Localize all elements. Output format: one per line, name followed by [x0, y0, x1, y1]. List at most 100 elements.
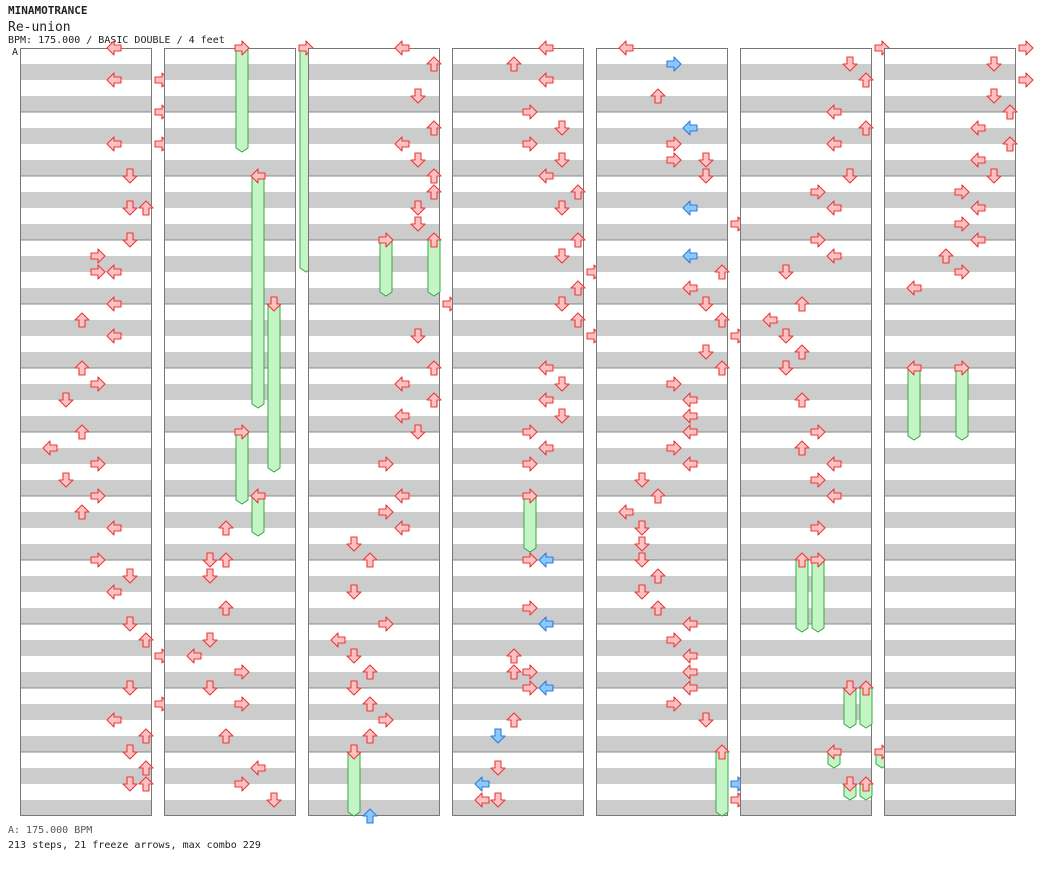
step-arrow: [426, 184, 442, 200]
step-arrow: [106, 296, 122, 312]
step-arrow: [538, 360, 554, 376]
step-arrow: [234, 696, 250, 712]
beat-stripe: [884, 736, 1016, 752]
step-arrow: [202, 632, 218, 648]
beat-stripe: [596, 160, 728, 176]
beat-stripe: [308, 160, 440, 176]
step-arrow: [410, 152, 426, 168]
step-arrow: [346, 536, 362, 552]
beat-stripe: [164, 448, 296, 464]
step-arrow: [106, 40, 122, 56]
beat-stripe: [20, 640, 152, 656]
step-arrow: [714, 312, 730, 328]
step-arrow: [138, 632, 154, 648]
step-arrow: [858, 776, 874, 792]
step-arrow: [106, 72, 122, 88]
beat-stripe: [884, 800, 1016, 816]
step-arrow: [426, 392, 442, 408]
freeze-body: [251, 175, 265, 409]
step-arrow: [810, 232, 826, 248]
beat-stripe: [452, 640, 584, 656]
step-arrow: [122, 680, 138, 696]
step-arrow: [570, 280, 586, 296]
step-arrow: [410, 200, 426, 216]
step-arrow: [650, 88, 666, 104]
beat-stripe: [740, 480, 872, 496]
step-arrow: [362, 664, 378, 680]
beat-stripe: [740, 544, 872, 560]
beat-stripe: [164, 256, 296, 272]
step-arrow: [698, 152, 714, 168]
step-arrow: [122, 568, 138, 584]
beat-stripe: [884, 480, 1016, 496]
beat-stripe: [20, 544, 152, 560]
beat-stripe: [884, 96, 1016, 112]
beat-stripe: [596, 384, 728, 400]
step-arrow: [234, 776, 250, 792]
beat-stripe: [452, 384, 584, 400]
step-arrow: [234, 664, 250, 680]
beat-stripe: [20, 800, 152, 816]
step-arrow: [426, 360, 442, 376]
step-arrow: [106, 264, 122, 280]
chart-info: BPM: 175.000 / BASIC DOUBLE / 4 feet: [8, 35, 225, 46]
beat-stripe: [740, 128, 872, 144]
step-arrow: [842, 680, 858, 696]
beat-stripe: [308, 256, 440, 272]
beat-stripe: [596, 640, 728, 656]
beat-stripe: [596, 96, 728, 112]
beat-stripe: [596, 480, 728, 496]
beat-stripe: [20, 608, 152, 624]
column-border: [164, 48, 296, 816]
step-arrow: [1002, 104, 1018, 120]
step-arrow: [106, 520, 122, 536]
beat-stripe: [884, 544, 1016, 560]
step-arrow: [826, 456, 842, 472]
step-arrow: [74, 424, 90, 440]
beat-stripe: [884, 192, 1016, 208]
beat-stripe: [164, 96, 296, 112]
step-arrow: [202, 568, 218, 584]
step-arrow: [538, 40, 554, 56]
step-arrow: [506, 712, 522, 728]
step-arrow: [794, 552, 810, 568]
beat-stripe: [884, 256, 1016, 272]
step-arrow: [842, 168, 858, 184]
beat-stripe: [20, 64, 152, 80]
step-arrow: [810, 184, 826, 200]
beat-stripe: [20, 320, 152, 336]
step-arrow: [250, 488, 266, 504]
step-arrow: [394, 376, 410, 392]
step-arrow: [810, 472, 826, 488]
step-arrow: [58, 472, 74, 488]
chart-column: [884, 40, 1034, 816]
step-arrow: [42, 440, 58, 456]
freeze-body: [235, 431, 249, 505]
beat-stripe: [596, 576, 728, 592]
beat-stripe: [308, 416, 440, 432]
freeze-body: [795, 559, 809, 633]
beat-stripe: [452, 64, 584, 80]
step-arrow: [554, 376, 570, 392]
step-arrow: [954, 216, 970, 232]
beat-stripe: [308, 448, 440, 464]
step-arrow: [426, 120, 442, 136]
song-title: Re-union: [8, 20, 71, 35]
step-arrow: [74, 360, 90, 376]
step-arrow: [698, 296, 714, 312]
step-arrow: [506, 664, 522, 680]
beat-stripe: [164, 640, 296, 656]
step-arrow: [122, 200, 138, 216]
step-arrow: [970, 232, 986, 248]
beat-stripe: [20, 448, 152, 464]
step-arrow: [570, 184, 586, 200]
step-arrow: [618, 40, 634, 56]
beat-stripe: [596, 352, 728, 368]
step-arrow: [90, 376, 106, 392]
step-arrow: [826, 200, 842, 216]
step-arrow: [378, 712, 394, 728]
beat-stripe: [308, 224, 440, 240]
shock-arrow: [490, 728, 506, 744]
beat-stripe: [452, 480, 584, 496]
beat-stripe: [308, 608, 440, 624]
